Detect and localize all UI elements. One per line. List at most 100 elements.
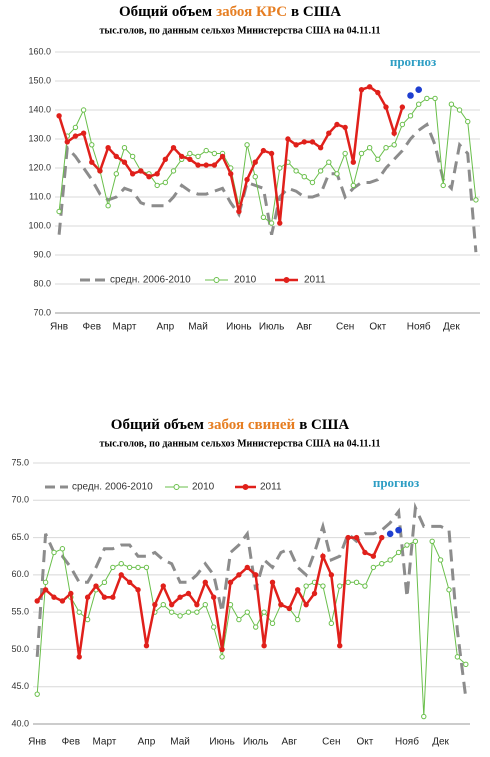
marker xyxy=(34,598,40,604)
marker xyxy=(366,84,373,90)
legend-marker xyxy=(173,484,180,490)
marker xyxy=(244,176,250,183)
marker xyxy=(383,104,389,110)
x-tick-label: Янв xyxy=(50,322,68,333)
marker xyxy=(395,549,402,556)
marker xyxy=(135,587,141,593)
marker xyxy=(293,168,299,174)
marker xyxy=(337,583,343,589)
marker xyxy=(89,159,95,165)
marker xyxy=(168,609,175,615)
marker xyxy=(101,594,108,600)
x-tick-label: Июнь xyxy=(226,322,251,333)
legend-marker xyxy=(213,277,220,283)
marker xyxy=(370,564,377,571)
legend-marker xyxy=(283,277,290,283)
annotation: прогноз xyxy=(390,54,436,69)
marker xyxy=(129,171,136,177)
x-tick-label: Сен xyxy=(322,737,340,748)
marker xyxy=(379,560,385,567)
marker xyxy=(432,95,438,102)
legend-label: 2011 xyxy=(260,482,282,493)
y-tick-label: 50.0 xyxy=(11,644,29,654)
marker xyxy=(370,553,377,559)
marker xyxy=(202,601,208,608)
marker xyxy=(301,174,307,180)
marker xyxy=(342,124,348,131)
marker xyxy=(320,583,326,589)
x-tick-label: Нояб xyxy=(395,736,419,748)
marker xyxy=(260,147,267,154)
x-tick-label: Июль xyxy=(259,322,285,333)
marker xyxy=(59,546,66,552)
x-tick-label: Дек xyxy=(432,737,449,748)
marker xyxy=(187,156,193,163)
marker xyxy=(407,92,414,99)
marker xyxy=(353,579,360,586)
marker xyxy=(454,654,461,660)
marker xyxy=(446,587,452,593)
marker xyxy=(387,557,393,563)
y-tick-label: 110.0 xyxy=(29,191,51,201)
series-line xyxy=(35,501,468,699)
marker xyxy=(126,564,133,571)
marker xyxy=(342,150,348,157)
y-tick-label: 40.0 xyxy=(11,718,29,728)
marker xyxy=(113,171,119,177)
marker xyxy=(391,130,397,136)
marker xyxy=(334,121,340,128)
marker xyxy=(210,624,217,630)
marker xyxy=(391,142,397,148)
y-tick-label: 120.0 xyxy=(28,162,51,172)
marker xyxy=(244,564,250,571)
marker xyxy=(110,594,116,600)
marker xyxy=(253,572,259,578)
marker xyxy=(328,620,335,627)
marker xyxy=(260,214,267,221)
marker xyxy=(203,147,209,154)
series-line xyxy=(58,97,477,224)
marker xyxy=(465,118,471,125)
marker xyxy=(126,579,133,586)
marker xyxy=(345,579,351,586)
marker xyxy=(244,609,250,615)
marker xyxy=(350,159,357,165)
marker xyxy=(56,113,62,119)
marker xyxy=(236,616,242,623)
marker xyxy=(101,579,108,586)
marker xyxy=(309,179,316,186)
title-part: в США xyxy=(291,4,341,20)
marker xyxy=(59,598,66,604)
marker xyxy=(424,95,430,102)
marker xyxy=(399,104,406,110)
marker xyxy=(301,139,307,145)
marker xyxy=(375,89,381,96)
marker xyxy=(337,643,343,649)
marker xyxy=(219,646,225,653)
marker xyxy=(236,572,242,578)
marker xyxy=(244,142,250,148)
marker xyxy=(202,579,208,586)
marker xyxy=(416,101,422,107)
marker xyxy=(293,142,299,148)
marker xyxy=(345,534,351,541)
y-tick-label: 70.0 xyxy=(11,495,29,505)
marker xyxy=(399,121,406,128)
marker xyxy=(177,613,183,619)
marker xyxy=(219,153,226,160)
marker xyxy=(407,113,414,119)
marker xyxy=(440,182,446,189)
y-tick-label: 75.0 xyxy=(11,457,29,467)
marker xyxy=(170,168,177,174)
marker xyxy=(278,601,284,608)
marker xyxy=(295,587,301,593)
series-line xyxy=(57,122,478,253)
marker xyxy=(412,538,419,544)
x-tick-label: Дек xyxy=(443,322,460,333)
marker xyxy=(415,86,423,93)
y-tick-label: 55.0 xyxy=(11,607,29,617)
x-tick-label: Май xyxy=(188,322,208,333)
x-tick-label: Июль xyxy=(243,737,269,748)
x-tick-label: Окт xyxy=(357,737,374,748)
x-tick-label: Март xyxy=(113,322,137,333)
